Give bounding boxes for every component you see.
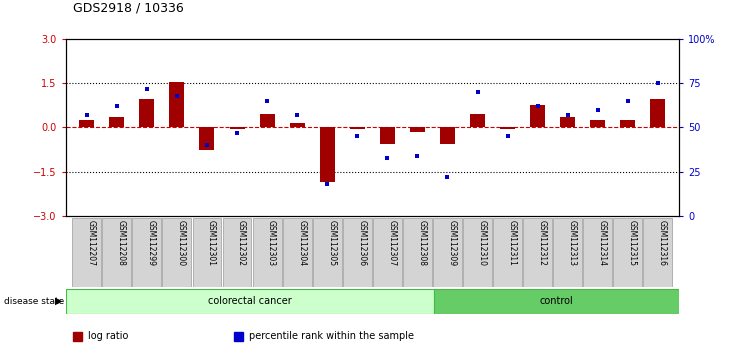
Bar	[403, 218, 432, 287]
Text: GSM112311: GSM112311	[507, 220, 517, 266]
Text: GSM112306: GSM112306	[357, 220, 366, 266]
Text: disease state: disease state	[4, 297, 64, 306]
Text: GSM112312: GSM112312	[537, 220, 547, 266]
Bar	[560, 117, 575, 127]
Text: GSM112305: GSM112305	[327, 220, 337, 266]
Bar	[591, 120, 605, 127]
Bar	[463, 218, 492, 287]
Text: GSM112208: GSM112208	[117, 220, 126, 266]
Text: GSM112316: GSM112316	[658, 220, 667, 266]
Bar	[620, 120, 635, 127]
Bar	[283, 218, 312, 287]
Bar	[169, 82, 185, 127]
Text: GSM112300: GSM112300	[177, 220, 186, 266]
Text: GSM112301: GSM112301	[207, 220, 216, 266]
Bar	[320, 127, 335, 182]
Bar	[290, 123, 304, 127]
Bar	[500, 127, 515, 129]
Bar	[583, 218, 612, 287]
Text: ▶: ▶	[55, 296, 62, 306]
Bar	[132, 218, 161, 287]
Text: GSM112313: GSM112313	[568, 220, 577, 266]
Bar	[199, 127, 215, 149]
Text: GSM112310: GSM112310	[477, 220, 486, 266]
Text: GSM112299: GSM112299	[147, 220, 156, 266]
Text: GSM112302: GSM112302	[237, 220, 246, 266]
Bar	[523, 218, 552, 287]
Bar	[470, 114, 485, 127]
Text: log ratio: log ratio	[88, 331, 128, 341]
Bar	[253, 218, 282, 287]
Bar	[410, 127, 425, 132]
Bar	[493, 218, 522, 287]
Bar	[139, 99, 154, 127]
Bar	[312, 218, 342, 287]
Bar	[229, 127, 245, 129]
Bar	[193, 218, 221, 287]
Bar	[234, 332, 243, 341]
Bar	[433, 218, 462, 287]
Text: GSM112307: GSM112307	[388, 220, 396, 266]
Text: GDS2918 / 10336: GDS2918 / 10336	[73, 1, 184, 14]
Bar	[110, 117, 124, 127]
Text: GSM112304: GSM112304	[297, 220, 306, 266]
Bar	[73, 332, 82, 341]
Bar	[102, 218, 131, 287]
Text: GSM112303: GSM112303	[267, 220, 276, 266]
Bar	[80, 120, 94, 127]
Text: GSM112309: GSM112309	[447, 220, 456, 266]
Text: GSM112315: GSM112315	[628, 220, 637, 266]
Bar	[163, 218, 191, 287]
Bar	[373, 218, 402, 287]
Text: GSM112308: GSM112308	[418, 220, 426, 266]
Bar	[223, 218, 251, 287]
Bar	[72, 218, 101, 287]
Bar	[643, 218, 672, 287]
Bar	[380, 127, 395, 144]
Text: colorectal cancer: colorectal cancer	[208, 296, 291, 306]
Bar	[343, 218, 372, 287]
Bar	[650, 99, 665, 127]
Bar	[440, 127, 455, 144]
Bar	[434, 289, 679, 314]
Text: percentile rank within the sample: percentile rank within the sample	[249, 331, 414, 341]
Bar	[350, 127, 365, 129]
Text: GSM112207: GSM112207	[87, 220, 96, 266]
Bar	[613, 218, 642, 287]
Text: control: control	[539, 296, 573, 306]
Bar	[66, 289, 434, 314]
Bar	[530, 105, 545, 127]
Bar	[553, 218, 582, 287]
Bar	[260, 114, 274, 127]
Text: GSM112314: GSM112314	[598, 220, 607, 266]
